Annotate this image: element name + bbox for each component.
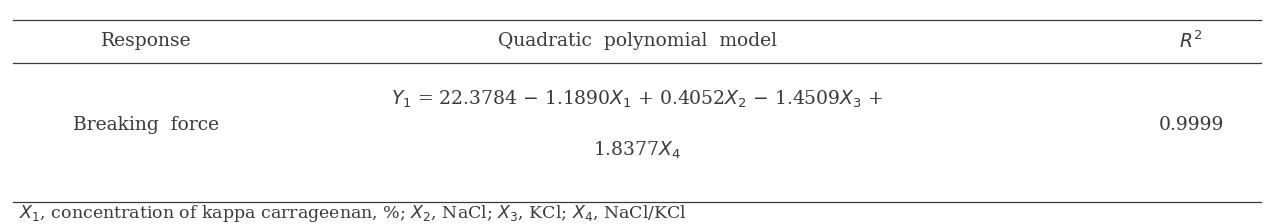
Text: Breaking  force: Breaking force [74, 116, 219, 134]
Text: 0.9999: 0.9999 [1158, 116, 1224, 134]
Text: $X_1$, concentration of kappa carrageenan, %; $X_2$, NaCl; $X_3$, KCl; $X_4$, Na: $X_1$, concentration of kappa carrageena… [19, 203, 687, 224]
Text: Quadratic  polynomial  model: Quadratic polynomial model [498, 32, 776, 50]
Text: $R^{2}$: $R^{2}$ [1180, 31, 1203, 52]
Text: Response: Response [101, 32, 192, 50]
Text: 1.8377$X_4$: 1.8377$X_4$ [594, 139, 680, 161]
Text: $Y_1$ = 22.3784 − 1.1890$X_1$ + 0.4052$X_2$ − 1.4509$X_3$ +: $Y_1$ = 22.3784 − 1.1890$X_1$ + 0.4052$X… [391, 89, 883, 110]
